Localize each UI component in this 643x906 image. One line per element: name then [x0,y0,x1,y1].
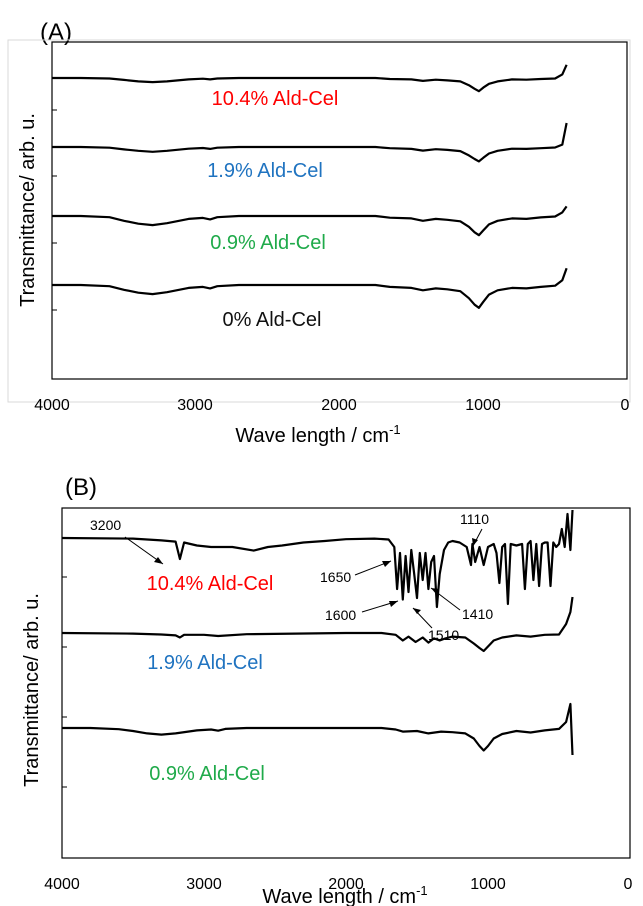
panel-a-series-labels: 10.4% Ald-Cel 1.9% Ald-Cel 0.9% Ald-Cel … [207,88,338,331]
panel-b-label: (B) [65,474,97,501]
x-axis-title-text: Wave length / cm [235,425,389,447]
panel-b-y-axis-title: Transmittance/ arb. u. [21,593,43,787]
x-tick-label: 1000 [470,876,506,893]
spectrum-line [61,596,574,653]
x-tick-label: 4000 [44,876,80,893]
arrow-head [472,538,478,546]
series-label: 1.9% Ald-Cel [207,160,323,182]
spectrum-line [62,702,574,756]
spectrum-line [52,64,568,93]
annotation-1110: 1110 [460,511,489,527]
panel-b-series-labels: 10.4% Ald-Cel 1.9% Ald-Cel 0.9% Ald-Cel [147,573,274,785]
x-tick-label: 0 [621,397,630,414]
annotation-1410: 1410 [462,606,493,622]
series-label: 10.4% Ald-Cel [147,573,274,595]
panel-a-x-tick-labels: 4000 3000 2000 1000 0 [34,397,629,414]
spectrum-line [52,267,568,309]
x-tick-label: 4000 [34,397,70,414]
spectrum-line [52,205,568,237]
panel-a-y-axis-title: Transmittance/ arb. u. [17,113,39,307]
spectrum-line [52,122,568,163]
panel-b: (B) 4000 3000 2000 1000 0 Wave length / … [21,474,633,906]
panel-a: (A) 4000 3000 2000 1000 0 Wave length / … [7,19,631,447]
x-tick-label: 2000 [321,397,357,414]
spectrum-line [61,509,574,609]
panel-a-frame [7,39,631,403]
series-label: 0% Ald-Cel [223,309,322,331]
annotation-3200: 3200 [90,517,121,533]
x-tick-label: 2000 [328,876,364,893]
panel-a-x-axis-title: Wave length / cm-1 [235,422,400,447]
panel-a-plot-area [51,41,628,380]
arrow-head [382,561,391,567]
arrow-head [431,588,439,594]
panel-b-x-tick-labels: 4000 3000 2000 1000 0 [44,876,632,893]
x-axis-title-superscript: -1 [416,883,428,898]
x-tick-label: 3000 [186,876,222,893]
annotation-1510: 1510 [428,627,459,643]
x-axis-title-text: Wave length / cm [262,886,416,906]
series-label: 0.9% Ald-Cel [210,232,326,254]
panel-b-x-axis-title: Wave length / cm-1 [262,883,427,906]
x-axis-title-superscript: -1 [389,422,401,437]
panel-b-plot-area [61,507,631,859]
x-tick-label: 0 [624,876,633,893]
panel-b-annotations: 3200 1650 1600 1110 1410 1510 [90,511,493,643]
panel-b-y-ticks [62,576,67,788]
x-tick-label: 1000 [465,397,501,414]
series-label: 1.9% Ald-Cel [147,652,263,674]
x-tick-label: 3000 [177,397,213,414]
series-label: 0.9% Ald-Cel [149,763,265,785]
panel-a-series [52,64,568,309]
panel-b-series [61,509,574,756]
annotation-1650: 1650 [320,569,351,585]
series-label: 10.4% Ald-Cel [212,88,339,110]
panel-a-y-ticks [52,109,57,311]
arrow-head [154,557,163,564]
annotation-1600: 1600 [325,607,356,623]
arrow-head [413,608,421,614]
arrow-head [389,601,398,607]
